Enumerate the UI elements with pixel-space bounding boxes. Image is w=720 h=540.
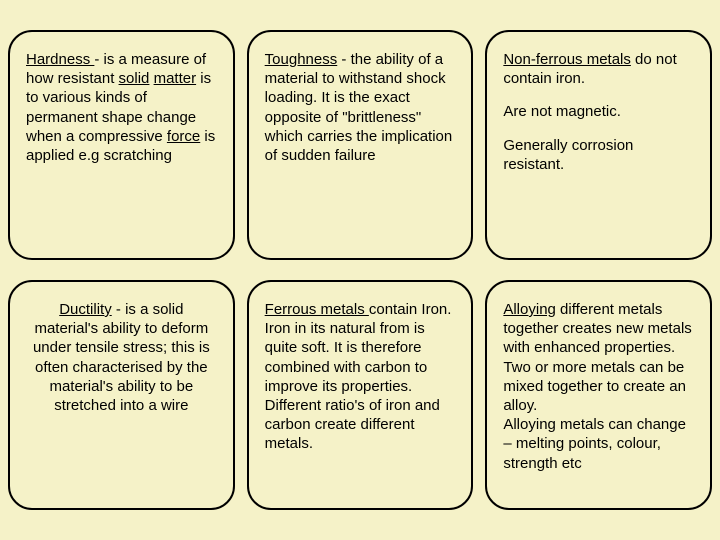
nonferrous-line1: Non-ferrous metals do not contain iron. xyxy=(503,50,694,88)
alloying-term: Alloying xyxy=(503,301,556,318)
card-ferrous: Ferrous metals contain Iron. Iron in its… xyxy=(247,280,474,510)
alloying-text: Alloying different metals together creat… xyxy=(503,300,694,473)
card-hardness: Hardness - is a measure of how resistant… xyxy=(8,30,235,260)
ductility-term: Ductility xyxy=(59,301,112,318)
hardness-text: Hardness - is a measure of how resistant… xyxy=(26,50,217,165)
nonferrous-line2: Are not magnetic. xyxy=(503,102,694,121)
nonferrous-term: Non-ferrous metals xyxy=(503,51,631,68)
card-toughness: Toughness - the ability of a material to… xyxy=(247,30,474,260)
link-solid: solid xyxy=(119,70,150,87)
card-nonferrous: Non-ferrous metals do not contain iron. … xyxy=(485,30,712,260)
card-alloying: Alloying different metals together creat… xyxy=(485,280,712,510)
toughness-text: Toughness - the ability of a material to… xyxy=(265,50,456,165)
hardness-term: Hardness xyxy=(26,51,94,68)
card-ductility: Ductility - is a solid material's abilit… xyxy=(8,280,235,510)
toughness-term: Toughness xyxy=(265,51,338,68)
row-top: Hardness - is a measure of how resistant… xyxy=(8,30,712,260)
ferrous-term: Ferrous metals xyxy=(265,301,369,318)
link-matter: matter xyxy=(154,70,197,87)
ferrous-text: Ferrous metals contain Iron. Iron in its… xyxy=(265,300,456,454)
nonferrous-line3: Generally corrosion resistant. xyxy=(503,136,694,174)
ductility-text: Ductility - is a solid material's abilit… xyxy=(26,300,217,415)
link-force: force xyxy=(167,128,200,145)
row-bottom: Ductility - is a solid material's abilit… xyxy=(8,280,712,510)
